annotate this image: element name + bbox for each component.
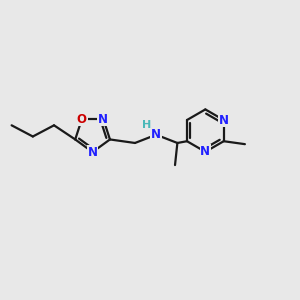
Text: N: N	[98, 112, 108, 125]
Text: N: N	[219, 113, 229, 127]
Text: N: N	[200, 145, 210, 158]
Text: N: N	[88, 146, 98, 159]
Text: O: O	[77, 112, 87, 125]
Text: H: H	[142, 120, 152, 130]
Text: N: N	[151, 128, 161, 141]
